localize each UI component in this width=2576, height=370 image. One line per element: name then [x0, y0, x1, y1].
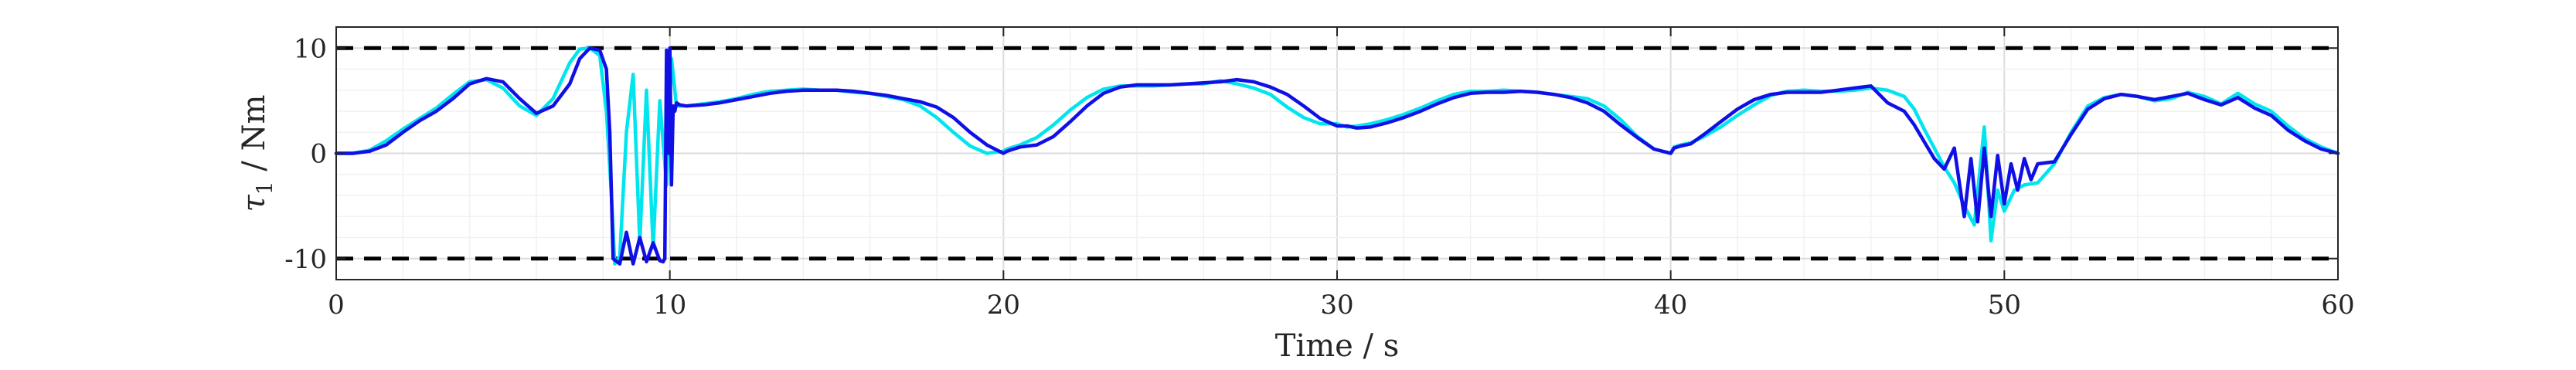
y-tick-label: 10	[294, 33, 327, 64]
y-tick-label: 0	[310, 139, 327, 170]
x-tick-label: 10	[653, 290, 686, 321]
x-tick-label: 0	[328, 290, 345, 321]
series-group	[334, 46, 2340, 266]
x-tick-label: 50	[1988, 290, 2021, 321]
x-tick-label: 60	[2321, 290, 2354, 321]
y-axis-label-symbol: τ	[237, 194, 272, 212]
y-axis-label-subscript: 1	[252, 181, 277, 195]
y-axis-label: τ1 / Nm	[237, 95, 277, 212]
x-tick-label: 20	[987, 290, 1020, 321]
x-axis-label: Time / s	[1275, 328, 1400, 364]
x-tick-label: 30	[1320, 290, 1353, 321]
y-axis-label-unit: / Nm	[237, 95, 272, 182]
y-tick-label: -10	[284, 244, 327, 275]
series-line-blue	[334, 46, 2340, 266]
x-tick-label: 40	[1654, 290, 1687, 321]
